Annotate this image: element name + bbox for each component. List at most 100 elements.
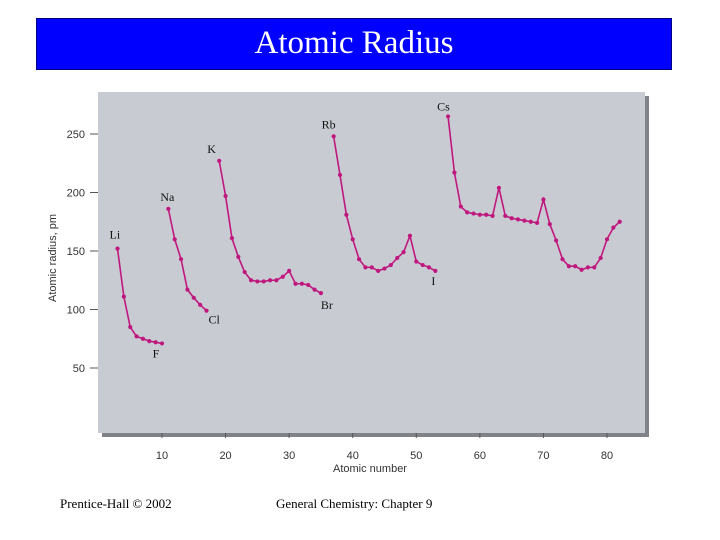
- data-point: [121, 294, 126, 299]
- data-point: [166, 206, 171, 211]
- data-point: [541, 197, 546, 202]
- x-tick-label: 40: [347, 450, 359, 462]
- data-point: [452, 170, 457, 175]
- series-points: [115, 114, 622, 346]
- data-point: [299, 281, 304, 286]
- data-point: [350, 237, 355, 242]
- data-point: [420, 262, 425, 268]
- element-label-cs: Cs: [437, 99, 450, 113]
- data-point: [515, 217, 521, 222]
- data-point: [433, 268, 438, 273]
- element-labels: Li Na K Rb Cs F Cl Br I: [110, 99, 451, 360]
- data-point: [401, 250, 406, 255]
- data-point: [204, 308, 209, 313]
- data-point: [496, 185, 502, 190]
- element-label-k: K: [207, 142, 216, 156]
- data-point: [484, 212, 489, 217]
- y-tick-label: 150: [67, 246, 85, 258]
- data-point: [280, 274, 285, 279]
- data-point: [293, 281, 298, 286]
- data-point: [267, 278, 273, 283]
- series-line-5: [447, 116, 621, 271]
- element-label-li: Li: [110, 228, 121, 242]
- data-point: [471, 211, 476, 216]
- data-point: [579, 267, 584, 272]
- data-point: [611, 225, 616, 230]
- element-label-rb: Rb: [322, 117, 336, 131]
- data-point: [255, 279, 260, 284]
- data-point: [528, 219, 533, 224]
- data-point: [356, 257, 362, 262]
- element-label-cl: Cl: [209, 313, 221, 327]
- x-tick-label: 10: [156, 450, 168, 462]
- data-point: [477, 212, 482, 217]
- element-label-f: F: [153, 346, 160, 360]
- data-point: [503, 213, 508, 218]
- data-point: [598, 255, 603, 261]
- data-point: [554, 238, 559, 243]
- data-point: [236, 254, 241, 259]
- element-label-i: I: [431, 274, 435, 288]
- data-point: [547, 221, 552, 227]
- data-point: [490, 213, 495, 218]
- data-point: [159, 341, 165, 346]
- data-point: [223, 193, 228, 199]
- data-point: [363, 265, 368, 270]
- data-point: [217, 158, 222, 164]
- x-tick-label: 30: [283, 450, 295, 462]
- y-tick-label: 250: [67, 129, 85, 141]
- data-point: [414, 259, 419, 264]
- data-point: [185, 287, 190, 292]
- x-tick-label: 20: [219, 450, 231, 462]
- data-point: [153, 340, 158, 345]
- footer-publisher: Prentice-Hall © 2002: [60, 496, 172, 511]
- data-point: [382, 266, 387, 271]
- data-point: [134, 334, 139, 339]
- y-tick-label: 50: [73, 363, 85, 375]
- x-tick-label: 60: [474, 450, 486, 462]
- data-point: [566, 264, 571, 269]
- plot-background: [98, 92, 649, 437]
- data-point: [617, 219, 622, 224]
- data-point: [198, 302, 203, 307]
- title-banner: Atomic Radius: [36, 18, 672, 70]
- data-point: [522, 218, 527, 223]
- data-point: [178, 257, 184, 262]
- x-axis-label: Atomic number: [333, 463, 407, 475]
- data-point: [191, 295, 196, 300]
- data-point: [287, 268, 292, 273]
- x-tick-label: 80: [601, 450, 613, 462]
- slide-title: Atomic Radius: [254, 25, 454, 61]
- data-point: [534, 220, 540, 226]
- data-point: [147, 338, 152, 344]
- x-tick-label: 70: [537, 450, 549, 462]
- data-point: [604, 237, 610, 242]
- data-point: [426, 265, 432, 270]
- data-point: [395, 255, 400, 261]
- data-point: [337, 172, 343, 178]
- data-point: [331, 134, 336, 139]
- data-point: [140, 336, 146, 341]
- data-point: [560, 257, 565, 262]
- data-point: [242, 269, 247, 275]
- data-point: [369, 265, 374, 270]
- footer-chapter: General Chemistry: Chapter 9: [276, 496, 433, 511]
- data-point: [344, 212, 349, 217]
- y-axis-label: Atomic radius, pm: [47, 214, 59, 302]
- data-point: [261, 279, 266, 284]
- data-point: [312, 287, 317, 292]
- data-point: [585, 265, 591, 270]
- x-tick-label: 50: [410, 450, 422, 462]
- data-point: [407, 233, 413, 238]
- data-point: [248, 278, 254, 283]
- y-tick-label: 200: [67, 188, 85, 200]
- data-point: [318, 291, 324, 296]
- element-label-na: Na: [160, 190, 175, 204]
- data-point: [274, 278, 279, 283]
- data-point: [172, 237, 177, 242]
- data-point: [376, 268, 381, 273]
- data-point: [388, 262, 393, 268]
- data-point: [128, 324, 133, 330]
- element-label-br: Br: [321, 298, 333, 312]
